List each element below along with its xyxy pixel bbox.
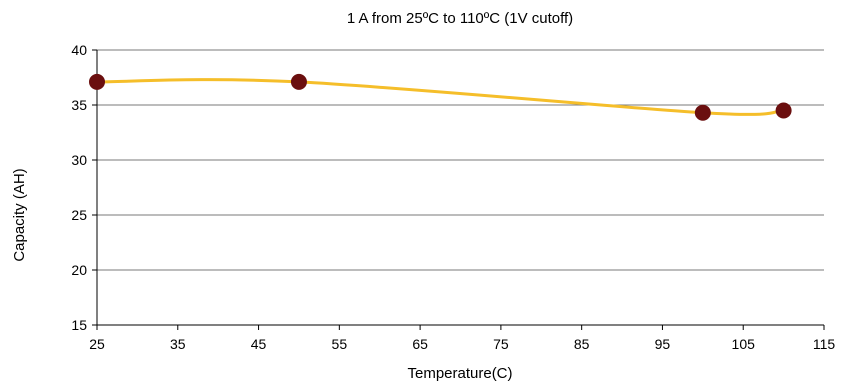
data-point	[694, 104, 711, 121]
x-tick-label: 95	[655, 336, 671, 352]
y-tick-label: 30	[71, 152, 87, 168]
x-axis-label: Temperature(C)	[407, 365, 512, 382]
x-tick-label: 45	[251, 336, 267, 352]
data-point	[89, 73, 105, 90]
x-tick-label: 55	[332, 336, 348, 352]
data-point	[290, 73, 307, 90]
data-point	[775, 102, 792, 119]
x-tick-label: 105	[732, 336, 756, 352]
x-tick-label: 65	[412, 336, 428, 352]
x-tick-label: 115	[813, 336, 836, 352]
x-tick-label: 35	[170, 336, 186, 352]
y-tick-label: 40	[71, 42, 87, 58]
series-line	[96, 78, 784, 116]
grid	[97, 49, 824, 271]
y-axis-label: Capacity (AH)	[11, 168, 28, 261]
chart-title: 1 A from 25ºC to 110ºC (1V cutoff)	[347, 10, 573, 27]
series	[96, 78, 784, 116]
markers	[89, 73, 792, 121]
y-axis-ticks: 15 20 25 30 35 40	[71, 42, 97, 333]
y-tick-label: 25	[71, 207, 87, 223]
y-tick-label: 20	[71, 262, 87, 278]
axes	[96, 50, 824, 326]
x-tick-label: 85	[574, 336, 590, 352]
y-tick-label: 15	[71, 317, 87, 333]
x-tick-label: 25	[89, 336, 105, 352]
x-tick-label: 75	[493, 336, 509, 352]
x-axis-ticks: 25 35 45 55 65 75 85 95 105 115	[89, 325, 835, 352]
y-tick-label: 35	[71, 97, 87, 113]
